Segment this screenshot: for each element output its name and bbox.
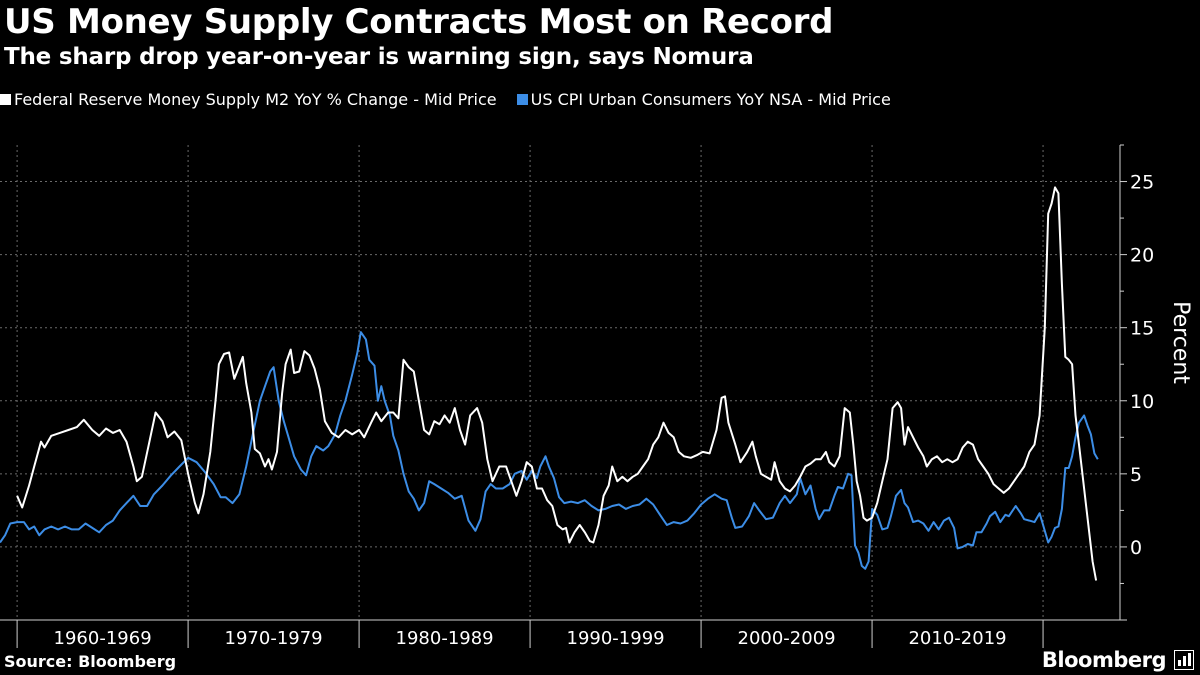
chart-title: US Money Supply Contracts Most on Record: [4, 2, 834, 42]
chart-subtitle: The sharp drop year-on-year is warning s…: [4, 44, 754, 70]
x-tick-label: 1960-1969: [54, 628, 152, 649]
y-axis-label: Percent: [1168, 301, 1193, 384]
y-tick-label: 5: [1130, 464, 1142, 486]
chart-legend: Federal Reserve Money Supply M2 YoY % Ch…: [0, 90, 911, 109]
legend-swatch-m2: [0, 94, 11, 105]
legend-label-cpi: US CPI Urban Consumers YoY NSA - Mid Pri…: [530, 90, 891, 109]
source-note: Source: Bloomberg: [4, 652, 177, 671]
y-tick-label: 20: [1130, 245, 1154, 267]
y-tick-label: 0: [1130, 537, 1142, 559]
series-line-cpi: [0, 331, 1099, 570]
legend-item-m2: Federal Reserve Money Supply M2 YoY % Ch…: [0, 90, 497, 109]
y-tick-label: 10: [1130, 391, 1154, 413]
x-tick-label: 2010-2019: [908, 628, 1006, 649]
legend-label-m2: Federal Reserve Money Supply M2 YoY % Ch…: [14, 90, 497, 109]
y-tick-label: 15: [1130, 318, 1154, 340]
legend-swatch-cpi: [516, 94, 528, 105]
bar-chart-icon: [1174, 650, 1194, 670]
x-tick-label: 1970-1979: [225, 628, 323, 649]
x-tick-label: 1990-1999: [567, 628, 665, 649]
x-tick-label: 1980-1989: [396, 628, 494, 649]
bloomberg-logo: Bloomberg: [1041, 648, 1167, 672]
legend-item-cpi: US CPI Urban Consumers YoY NSA - Mid Pri…: [516, 90, 891, 109]
x-tick-label: 2000-2009: [738, 628, 836, 649]
series-line-m2: [16, 186, 1098, 581]
y-tick-label: 25: [1130, 172, 1154, 194]
